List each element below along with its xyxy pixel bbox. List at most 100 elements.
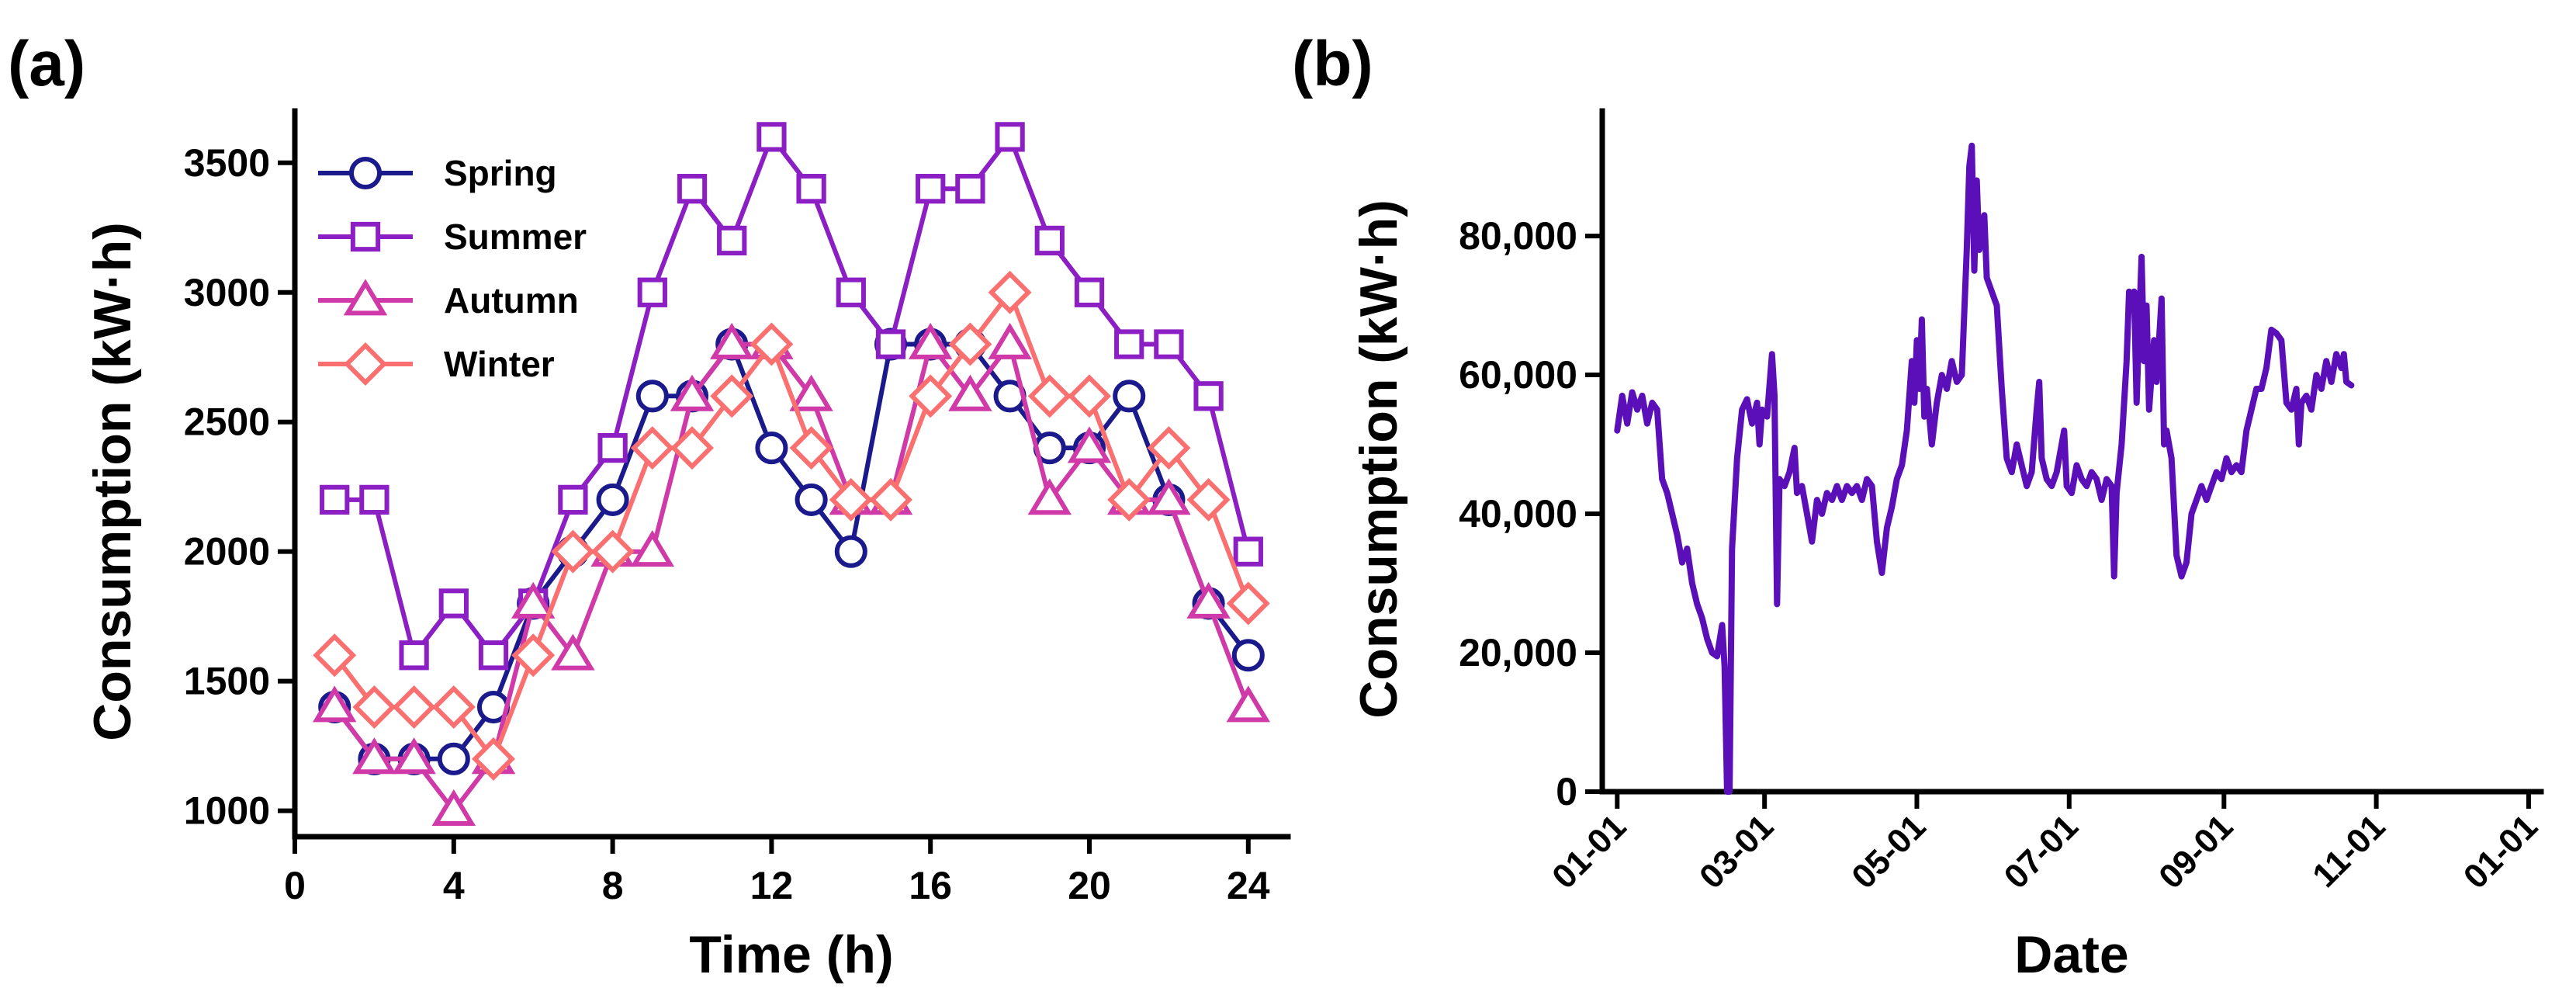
x-tick-label: 01-01 (2457, 807, 2545, 896)
data-point (431, 685, 476, 730)
legend-label: Spring (444, 153, 557, 193)
x-tick-label: 20 (1068, 864, 1111, 907)
legend-marker (348, 156, 383, 190)
data-point (670, 426, 714, 470)
data-point (558, 484, 588, 515)
data-point (829, 477, 873, 522)
data-point (312, 685, 357, 723)
data-point (551, 633, 595, 671)
data-point (875, 329, 906, 359)
data-point (511, 581, 556, 619)
y-tick-label: 3000 (184, 271, 270, 314)
x-tick-label: 12 (750, 864, 794, 907)
data-point (472, 737, 515, 781)
data-point (869, 477, 912, 522)
data-point (789, 374, 833, 411)
data-point (1113, 380, 1146, 413)
y-tick-label: 2000 (184, 530, 270, 574)
data-point (955, 174, 985, 204)
panel-label-a: (a) (8, 29, 85, 99)
data-point (1231, 639, 1265, 672)
data-point (399, 640, 429, 671)
data-point (750, 322, 794, 366)
data-point (670, 374, 715, 411)
data-point (755, 432, 788, 465)
data-point (948, 322, 992, 366)
data-point (789, 426, 833, 470)
data-point (313, 633, 357, 678)
data-point (1186, 581, 1231, 619)
y-tick-label: 40,000 (1459, 492, 1577, 536)
x-tick-label: 11-01 (2305, 807, 2393, 895)
data-point (677, 174, 708, 204)
data-point (1233, 536, 1263, 567)
data-point (1186, 477, 1231, 522)
data-point (1068, 374, 1111, 418)
data-point (1193, 381, 1224, 411)
y-tick-label: 20,000 (1459, 631, 1577, 674)
data-point (995, 122, 1025, 152)
data-point (717, 225, 747, 256)
data-point (635, 380, 669, 413)
data-point (320, 484, 350, 515)
data-point (1147, 426, 1191, 470)
data-point (1114, 329, 1144, 359)
series-line (332, 342, 1251, 813)
panel-b: (b) 0 20,000 40,000 60,000 80,000 01-01 03-01 05… (1292, 29, 2545, 984)
data-point (710, 374, 754, 418)
data-point (795, 483, 828, 516)
data-point (796, 174, 826, 204)
data-point (948, 374, 992, 411)
data-point (438, 588, 469, 619)
data-point (1034, 225, 1065, 256)
data-point (988, 322, 1032, 359)
x-tick-label: 07-01 (1997, 807, 2086, 896)
data-point (834, 535, 867, 568)
legend-marker (350, 221, 381, 252)
legend-entry: Summer (318, 217, 587, 257)
x-tick-label: 8 (602, 864, 624, 907)
y-tick-label: 1000 (184, 789, 270, 833)
series-line (1614, 142, 2355, 795)
series-winter (313, 270, 1270, 781)
data-point (1226, 685, 1271, 723)
x-tick-label: 09-01 (2152, 807, 2240, 896)
y-axis-title: Consumption (kW·h) (1349, 199, 1408, 719)
legend-label: Summer (444, 217, 587, 257)
x-tick-label: 03-01 (1692, 807, 1781, 896)
panel-label-b: (b) (1292, 29, 1373, 99)
data-point (630, 529, 675, 567)
legend-entry: Winter (318, 342, 555, 386)
data-point (988, 270, 1032, 314)
data-point (1067, 426, 1112, 463)
data-point (1107, 477, 1151, 522)
y-tick-label: 2500 (184, 400, 270, 444)
data-point (1147, 478, 1191, 515)
y-axis-title: Consumption (kW·h) (83, 222, 142, 741)
data-point (352, 685, 396, 730)
series-line (332, 342, 1251, 761)
data-point (478, 640, 509, 671)
x-axis-title: Time (h) (689, 925, 893, 984)
legend-entry: Spring (318, 153, 557, 193)
y-tick-label: 60,000 (1459, 353, 1577, 397)
data-point (637, 277, 667, 307)
x-tick-label: 24 (1227, 864, 1270, 907)
y-tick-label: 0 (1556, 770, 1577, 813)
legend: Spring Summer Autumn Winter (318, 153, 587, 386)
data-point (1027, 478, 1072, 515)
data-point (836, 277, 866, 307)
data-point (590, 529, 635, 574)
y-tick-label: 80,000 (1459, 214, 1577, 258)
x-tick-label: 4 (443, 864, 465, 907)
y-tick-label: 1500 (184, 660, 270, 703)
data-point (511, 633, 556, 678)
panel-a: (a) 1000 1500 2000 2500 3000 3500 0 4 8 12 16 20 24 Ti… (8, 29, 1291, 984)
y-tick-label: 3500 (184, 141, 270, 185)
data-point (916, 174, 946, 204)
data-point (352, 737, 396, 775)
data-point (551, 529, 595, 574)
data-point (709, 322, 754, 359)
x-tick-label: 0 (284, 864, 306, 907)
